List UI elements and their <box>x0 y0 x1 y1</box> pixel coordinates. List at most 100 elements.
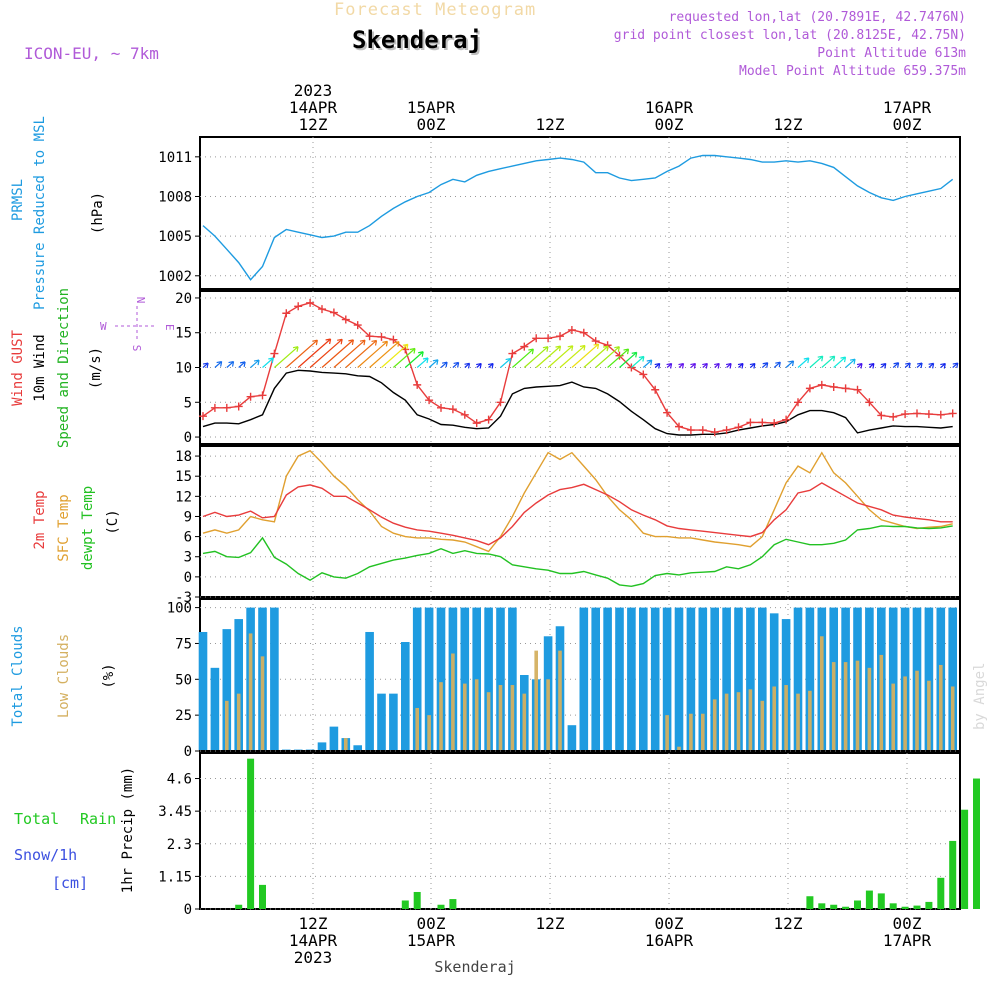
wind-arrow-head <box>714 362 720 369</box>
gust-marker <box>924 410 933 419</box>
bottom-time-label: 2023 <box>294 948 333 967</box>
wind-arrow-head <box>678 362 685 369</box>
rain-bar <box>889 903 897 909</box>
top-time-label: 00Z <box>417 115 446 134</box>
total-cloud-bar <box>793 607 803 750</box>
wind-arrow-head <box>775 361 781 368</box>
top-time-label: 00Z <box>655 115 684 134</box>
ytick-label: 2.3 <box>167 837 192 853</box>
total-cloud-bar <box>424 607 434 750</box>
total-cloud-bar <box>436 607 446 750</box>
total-cloud-bar <box>377 693 386 750</box>
low-cloud-bar <box>760 700 765 750</box>
label-pressure-msl: Pressure Reduced to MSL <box>32 116 48 310</box>
low-cloud-bar <box>950 686 955 750</box>
total-cloud-bar <box>329 726 339 750</box>
wind-arrow <box>595 346 620 368</box>
dewpt-temp-line <box>202 525 953 588</box>
wind-arrow-head <box>505 358 512 364</box>
gust-marker <box>722 426 731 435</box>
low-cloud-bar <box>879 654 884 750</box>
gust-marker <box>936 410 945 419</box>
wind-arrow-head <box>337 338 343 345</box>
total-cloud-bar <box>627 607 636 750</box>
top-time-label: 17APR <box>883 98 932 117</box>
bottom-time-label: 12Z <box>774 914 803 933</box>
low-cloud-bar <box>701 713 705 750</box>
label-rain: Rain <box>80 810 116 828</box>
wind-arrow <box>381 343 409 368</box>
gust-marker <box>841 384 850 393</box>
label-hpa: (hPa) <box>90 192 106 234</box>
total-cloud-bar <box>401 642 410 750</box>
gust-marker <box>544 334 553 343</box>
requested-point: requested lon,lat (20.7891E, 42.7476N) <box>668 10 966 25</box>
gust-marker <box>294 302 303 311</box>
gust-marker <box>913 409 921 418</box>
total-cloud-bar <box>639 607 648 750</box>
bottom-time-label: 17APR <box>883 931 932 950</box>
wind-arrow <box>809 355 824 368</box>
top-time-label: 00Z <box>893 115 922 134</box>
gust-marker <box>746 418 755 427</box>
ytick-label: 0 <box>184 570 192 586</box>
wind-arrow-head <box>292 346 299 352</box>
gust-marker <box>413 380 422 389</box>
wind-arrow-head <box>940 362 946 369</box>
wind-arrow <box>262 357 274 368</box>
wind-arrow-head <box>840 356 847 363</box>
total-cloud-bar <box>460 607 470 750</box>
wind-arrow <box>797 357 810 368</box>
ytick-label: 0 <box>184 430 192 446</box>
rain-bar <box>949 840 957 909</box>
wind-arrow-head <box>487 362 494 369</box>
bottom-time-label: 12Z <box>299 914 328 933</box>
total-cloud-bar <box>198 631 208 750</box>
gust-marker <box>234 402 243 411</box>
wind-arrow-head <box>312 339 318 346</box>
gust-marker <box>889 412 898 421</box>
total-cloud-bar <box>734 607 743 750</box>
top-time-label: 2023 <box>294 81 333 100</box>
wind-arrow <box>761 362 769 368</box>
wind-arrow <box>416 357 429 368</box>
wind-arrow-head <box>453 361 460 368</box>
label-snow: Snow/1h <box>14 846 77 864</box>
gust-marker <box>639 370 648 379</box>
low-cloud-bar <box>939 664 943 750</box>
low-cloud-bar <box>248 633 253 750</box>
gust-marker <box>591 337 600 346</box>
ytick-label: 4.6 <box>167 772 192 788</box>
wind-arrow <box>428 359 439 368</box>
total-cloud-bar <box>567 725 577 750</box>
wind-arrow <box>559 345 586 368</box>
wind-arrow-head <box>905 362 911 369</box>
wind-arrow-head <box>868 362 875 369</box>
ytick-label: 18 <box>175 449 192 465</box>
low-cloud-bar <box>796 693 800 750</box>
rain-bar <box>235 904 243 909</box>
total-cloud-bar <box>579 607 589 750</box>
gust-marker <box>437 403 445 412</box>
rain-bar <box>247 758 255 909</box>
total-cloud-bar <box>722 607 731 750</box>
ytick-label: 15 <box>175 326 192 342</box>
wind-arrow <box>393 348 416 368</box>
low-cloud-bar <box>724 693 729 750</box>
low-cloud-bar <box>736 692 741 750</box>
wind-arrow <box>571 343 599 368</box>
label-total-clouds: Total Clouds <box>10 625 26 726</box>
panel-frame-precipitation <box>199 752 961 910</box>
gust-marker <box>329 308 338 317</box>
low-cloud-bar <box>843 662 848 750</box>
wind-arrow <box>440 361 448 368</box>
total-cloud-bar <box>674 607 684 750</box>
chart-title: Forecast Meteogram <box>334 0 537 20</box>
wind-arrow <box>369 341 400 368</box>
low-cloud-bar <box>808 690 812 750</box>
gust-marker <box>817 380 826 389</box>
wind-arrow-head <box>638 355 645 362</box>
total-cloud-bar <box>317 742 327 750</box>
total-cloud-bar <box>603 607 612 750</box>
model-label: ICON-EU, ~ 7km <box>24 44 159 63</box>
